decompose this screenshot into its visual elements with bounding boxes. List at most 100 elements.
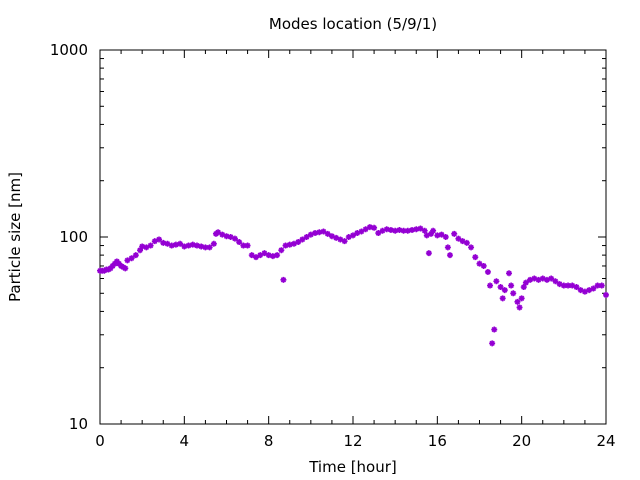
- data-point: [527, 276, 534, 283]
- data-point: [280, 276, 287, 283]
- data-point: [128, 255, 135, 262]
- data-point: [484, 268, 491, 275]
- data-point: [210, 240, 217, 247]
- data-point: [594, 282, 601, 289]
- data-point: [269, 253, 276, 260]
- data-point: [387, 227, 394, 234]
- data-point: [459, 238, 466, 245]
- x-tick-label: 16: [428, 432, 447, 450]
- data-point: [472, 254, 479, 261]
- data-point: [379, 227, 386, 234]
- data-point: [366, 224, 373, 231]
- data-point: [181, 243, 188, 250]
- data-point: [548, 275, 555, 282]
- data-point: [573, 284, 580, 291]
- axis-ticks: [99, 49, 607, 425]
- data-point: [590, 285, 597, 292]
- data-point: [358, 228, 365, 235]
- data-point: [215, 229, 222, 236]
- data-point: [489, 340, 496, 347]
- x-tick-label: 12: [343, 432, 362, 450]
- data-point: [115, 260, 122, 267]
- data-point: [151, 238, 158, 245]
- data-point: [413, 226, 420, 233]
- data-point: [560, 282, 567, 289]
- data-point: [535, 276, 542, 283]
- data-point: [168, 242, 175, 249]
- data-point: [375, 230, 382, 237]
- data-point: [160, 239, 167, 246]
- data-point: [476, 260, 483, 267]
- chart-title: Modes location (5/9/1): [269, 15, 437, 33]
- y-tick-label: 100: [59, 228, 88, 246]
- data-point: [497, 284, 504, 291]
- data-point: [265, 252, 272, 259]
- data-point: [198, 243, 205, 250]
- data-point: [598, 282, 605, 289]
- data-point: [231, 235, 238, 242]
- data-point: [480, 262, 487, 269]
- data-point: [307, 231, 314, 238]
- data-point: [320, 228, 327, 235]
- data-point: [451, 230, 458, 237]
- data-point: [257, 252, 264, 259]
- data-point: [569, 282, 576, 289]
- data-point: [274, 252, 281, 259]
- data-point: [337, 236, 344, 243]
- data-point: [223, 233, 230, 240]
- data-point: [491, 326, 498, 333]
- data-point: [531, 275, 538, 282]
- data-point: [392, 227, 399, 234]
- data-point: [404, 227, 411, 234]
- data-point: [227, 234, 234, 240]
- data-point: [434, 232, 441, 239]
- y-axis-label: Particle size [nm]: [6, 172, 24, 302]
- data-point: [202, 244, 209, 251]
- data-point: [261, 250, 268, 257]
- data-point: [501, 287, 508, 294]
- data-point: [244, 242, 251, 249]
- data-point: [493, 278, 500, 285]
- data-point: [438, 231, 445, 238]
- data-point: [248, 252, 255, 259]
- data-point: [147, 242, 154, 249]
- data-point: [516, 304, 523, 311]
- tick-labels: 0 4 8 12 16 20 24 10 100 1000: [50, 41, 616, 450]
- data-point: [236, 239, 243, 246]
- data-point: [206, 244, 213, 251]
- data-point: [520, 284, 527, 291]
- data-point: [539, 275, 546, 282]
- data-point: [278, 247, 285, 254]
- y-tick-label: 1000: [50, 41, 88, 59]
- data-point: [164, 240, 171, 247]
- data-point: [312, 230, 319, 237]
- data-point: [290, 240, 297, 247]
- data-point: [156, 236, 163, 243]
- data-point: [417, 225, 424, 232]
- data-point: [510, 290, 517, 297]
- data-point: [354, 230, 361, 237]
- data-point: [455, 235, 462, 242]
- data-point: [316, 229, 323, 236]
- data-point: [139, 243, 146, 250]
- data-point: [522, 279, 529, 286]
- data-point: [193, 242, 200, 249]
- data-point: [172, 241, 179, 248]
- data-point: [362, 226, 369, 233]
- data-point: [299, 236, 306, 243]
- x-tick-label: 20: [512, 432, 531, 450]
- data-point: [345, 234, 352, 240]
- data-point: [508, 282, 515, 289]
- data-point: [552, 278, 559, 285]
- data-point: [282, 242, 289, 249]
- data-point: [350, 232, 356, 239]
- data-point: [341, 238, 348, 245]
- data-point: [371, 224, 378, 231]
- data-point: [499, 295, 506, 302]
- data-point: [581, 288, 588, 295]
- data-point: [565, 282, 572, 289]
- data-point: [303, 234, 310, 240]
- data-point: [333, 234, 340, 241]
- data-point: [421, 227, 428, 234]
